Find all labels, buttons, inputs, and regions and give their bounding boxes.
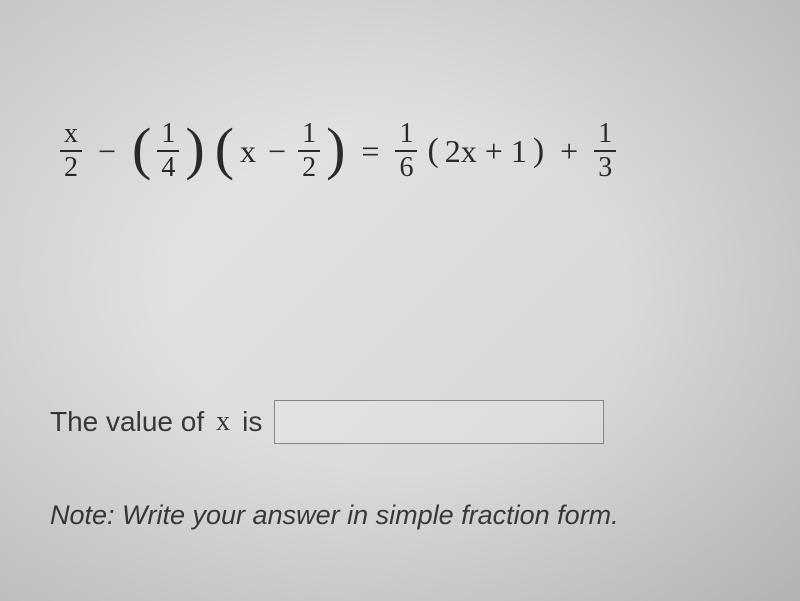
equals-op: = — [355, 133, 385, 170]
plus-op: + — [554, 133, 584, 170]
numerator: 1 — [395, 120, 417, 150]
denominator: 2 — [298, 150, 320, 182]
paren-group-3: ( 2x + 1 ) — [427, 132, 544, 170]
numerator: 1 — [594, 120, 616, 150]
prompt-variable: x — [216, 406, 230, 438]
denominator: 2 — [60, 150, 82, 182]
equation: x 2 − ( 1 4 ) ( x − 1 2 ) = 1 6 ( 2x + 1… — [60, 120, 616, 182]
right-paren-small: ) — [533, 132, 544, 170]
paren-group-2: ( x − 1 2 ) — [215, 120, 346, 182]
prompt-text-1: The value of — [50, 406, 204, 438]
prompt-text-2: is — [242, 406, 262, 438]
fraction-1-6: 1 6 — [395, 120, 417, 182]
minus-op: − — [262, 133, 292, 170]
fraction-x-over-2: x 2 — [60, 120, 82, 182]
answer-prompt: The value of x is — [50, 400, 604, 444]
inner-expr: 2x + 1 — [445, 133, 527, 170]
left-paren-small: ( — [427, 132, 438, 170]
instruction-note: Note: Write your answer in simple fracti… — [50, 500, 619, 531]
fraction-1-3: 1 3 — [594, 120, 616, 182]
numerator: 1 — [298, 120, 320, 150]
denominator: 6 — [395, 150, 417, 182]
numerator: 1 — [157, 120, 179, 150]
answer-input[interactable] — [274, 400, 604, 444]
fraction-1-4: 1 4 — [157, 120, 179, 182]
numerator: x — [60, 120, 82, 150]
denominator: 4 — [157, 150, 179, 182]
term-x: x — [240, 133, 256, 170]
minus-op: − — [92, 133, 122, 170]
denominator: 3 — [594, 150, 616, 182]
paren-group-1: ( 1 4 ) — [132, 120, 205, 182]
fraction-1-2: 1 2 — [298, 120, 320, 182]
